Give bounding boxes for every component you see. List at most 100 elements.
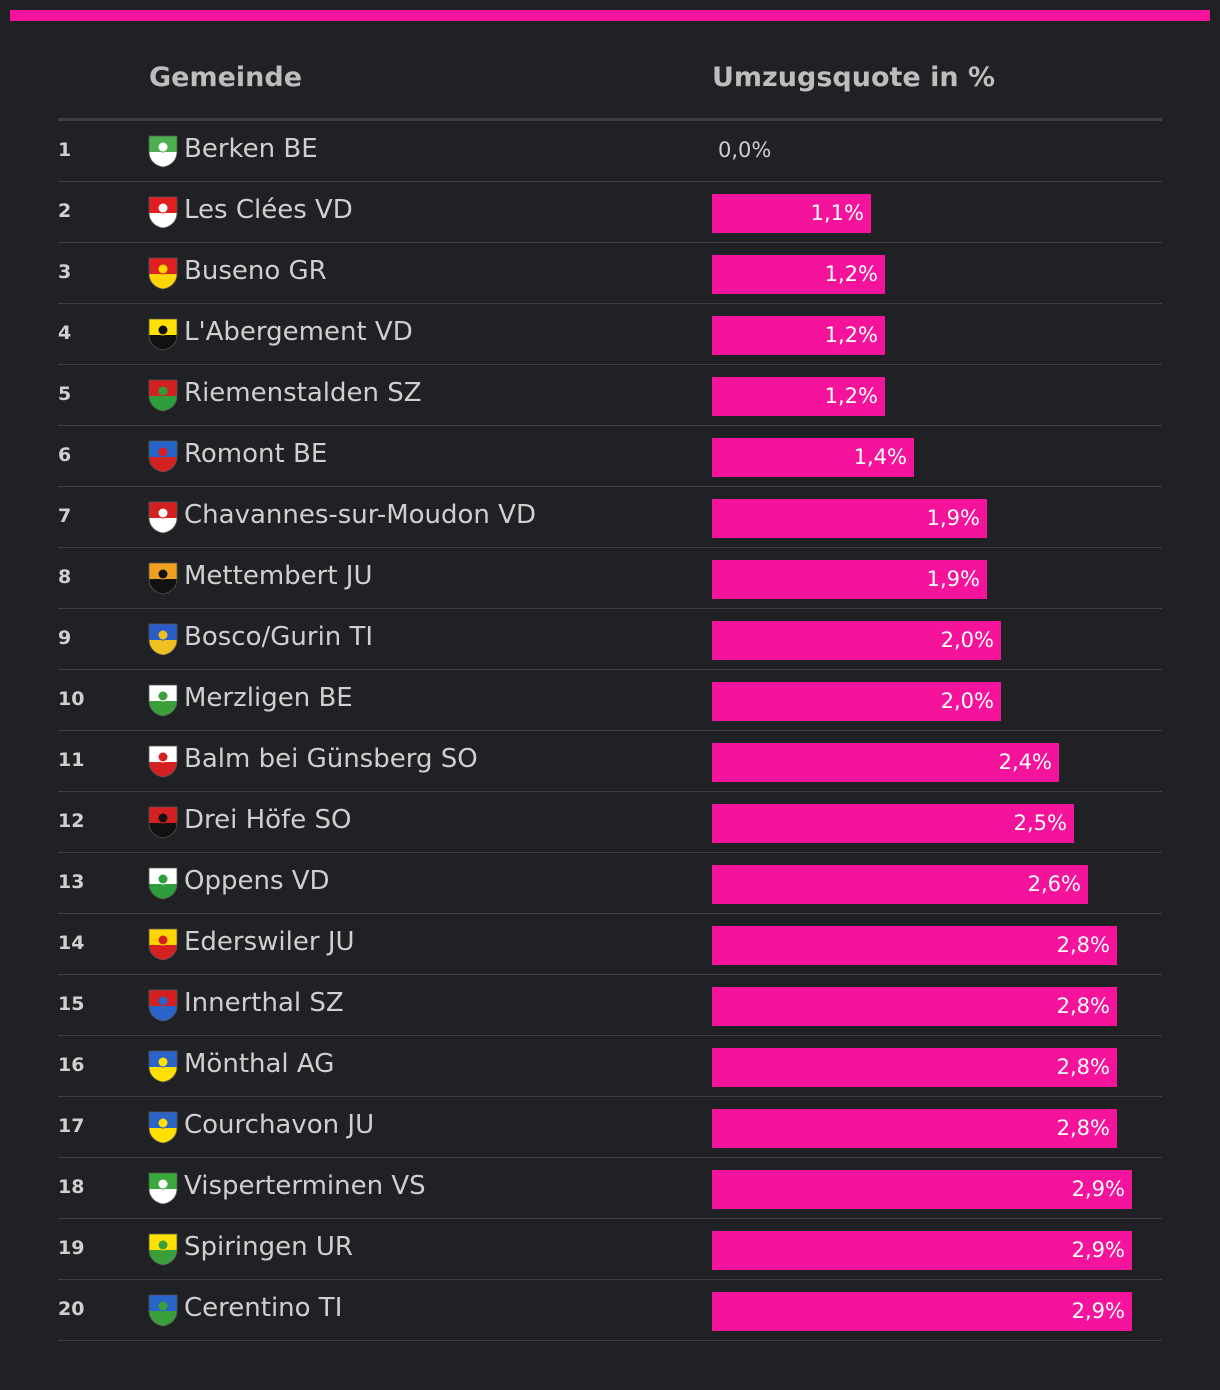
rank-number: 10 [58,688,85,710]
crest-labergement-icon [148,318,178,351]
table-header: Gemeinde Umzugsquote in % [58,40,1162,121]
bar-value-label: 0,0% [718,138,772,162]
bar-value-label: 2,8% [1056,1116,1110,1140]
rank-number: 1 [58,139,72,161]
rank-number: 18 [58,1176,85,1198]
crest-cerentino-icon [148,1294,178,1327]
bar-value-label: 1,4% [853,445,907,469]
table-row: 11 Balm bei Günsberg SO 2,4% [58,731,1162,792]
crest-spiringen-icon [148,1233,178,1266]
crest-innerthal-icon [148,989,178,1022]
bar: 2,0% [712,621,1001,660]
bar-value-label: 1,9% [926,567,980,591]
municipality-name: L'Abergement VD [184,317,413,347]
municipality-name: Merzligen BE [184,683,353,713]
crest-ederswiler-icon [148,928,178,961]
municipality-name: Drei Höfe SO [184,805,352,835]
crest-romont-icon [148,440,178,473]
rank-number: 9 [58,627,72,649]
column-header-gemeinde: Gemeinde [149,62,303,93]
bar: 1,2% [712,316,885,355]
rank-number: 17 [58,1115,85,1137]
bar: 2,8% [712,1109,1117,1148]
municipality-name: Oppens VD [184,866,330,896]
table-row: 16 Mönthal AG 2,8% [58,1036,1162,1097]
bar: 1,2% [712,255,885,294]
table-row: 1 Berken BE 0,0% [58,121,1162,182]
table-row: 18 Visperterminen VS 2,9% [58,1158,1162,1219]
table-row: 4 L'Abergement VD 1,2% [58,304,1162,365]
rank-number: 8 [58,566,72,588]
table-row: 6 Romont BE 1,4% [58,426,1162,487]
crest-buseno-icon [148,257,178,290]
rank-number: 12 [58,810,85,832]
municipality-name: Berken BE [184,134,318,164]
crest-visperterminen-icon [148,1172,178,1205]
rank-number: 4 [58,322,72,344]
crest-les-clees-icon [148,196,178,229]
crest-chavannes-icon [148,501,178,534]
bar-value-label: 2,9% [1071,1238,1125,1262]
municipality-name: Mettembert JU [184,561,373,591]
bar: 2,6% [712,865,1088,904]
rank-number: 2 [58,200,72,222]
bar-value-label: 2,4% [998,750,1052,774]
crest-oppens-icon [148,867,178,900]
bar-value-label: 1,9% [926,506,980,530]
table-row: 2 Les Clées VD 1,1% [58,182,1162,243]
column-header-umzugsquote: Umzugsquote in % [712,62,996,93]
table-row: 10 Merzligen BE 2,0% [58,670,1162,731]
municipality-name: Ederswiler JU [184,927,355,957]
crest-moenthal-icon [148,1050,178,1083]
bar: 2,0% [712,682,1001,721]
table-row: 19 Spiringen UR 2,9% [58,1219,1162,1280]
bar: 1,2% [712,377,885,416]
table-row: 9 Bosco/Gurin TI 2,0% [58,609,1162,670]
bar-value-label: 2,9% [1071,1299,1125,1323]
bar: 1,4% [712,438,914,477]
municipality-name: Balm bei Günsberg SO [184,744,478,774]
crest-riemenstalden-icon [148,379,178,412]
rank-number: 20 [58,1298,85,1320]
municipality-name: Innerthal SZ [184,988,344,1018]
table-body: 1 Berken BE 0,0% 2 Les Clées VD 1,1% 3 Buseno G… [58,121,1162,1341]
rank-number: 19 [58,1237,85,1259]
crest-balm-icon [148,745,178,778]
table-row: 15 Innerthal SZ 2,8% [58,975,1162,1036]
rank-number: 3 [58,261,72,283]
municipality-name: Cerentino TI [184,1293,343,1323]
crest-berken-icon [148,135,178,168]
table-row: 8 Mettembert JU 1,9% [58,548,1162,609]
municipality-name: Spiringen UR [184,1232,353,1262]
municipality-name: Mönthal AG [184,1049,335,1079]
municipality-name: Visperterminen VS [184,1171,426,1201]
municipality-name: Courchavon JU [184,1110,375,1140]
municipality-name: Riemenstalden SZ [184,378,422,408]
rank-number: 6 [58,444,72,466]
rank-number: 13 [58,871,85,893]
bar-value-label: 2,5% [1013,811,1067,835]
municipality-name: Bosco/Gurin TI [184,622,374,652]
bar: 2,5% [712,804,1074,843]
bar: 1,9% [712,560,987,599]
bar-value-label: 2,8% [1056,933,1110,957]
table-row: 14 Ederswiler JU 2,8% [58,914,1162,975]
table-row: 20 Cerentino TI 2,9% [58,1280,1162,1341]
bar-value-label: 2,9% [1071,1177,1125,1201]
bar-value-label: 2,6% [1027,872,1081,896]
rank-number: 15 [58,993,85,1015]
table-row: 12 Drei Höfe SO 2,5% [58,792,1162,853]
bar-value-label: 1,2% [824,262,878,286]
municipality-name: Buseno GR [184,256,327,286]
municipality-name: Les Clées VD [184,195,353,225]
rank-number: 11 [58,749,85,771]
bar: 1,1% [712,194,871,233]
crest-mettembert-icon [148,562,178,595]
bar-value-label: 2,0% [940,628,994,652]
top-accent-bar [10,10,1210,21]
table-row: 17 Courchavon JU 2,8% [58,1097,1162,1158]
rank-number: 7 [58,505,72,527]
table-row: 13 Oppens VD 2,6% [58,853,1162,914]
bar: 2,9% [712,1170,1132,1209]
bar: 2,8% [712,926,1117,965]
